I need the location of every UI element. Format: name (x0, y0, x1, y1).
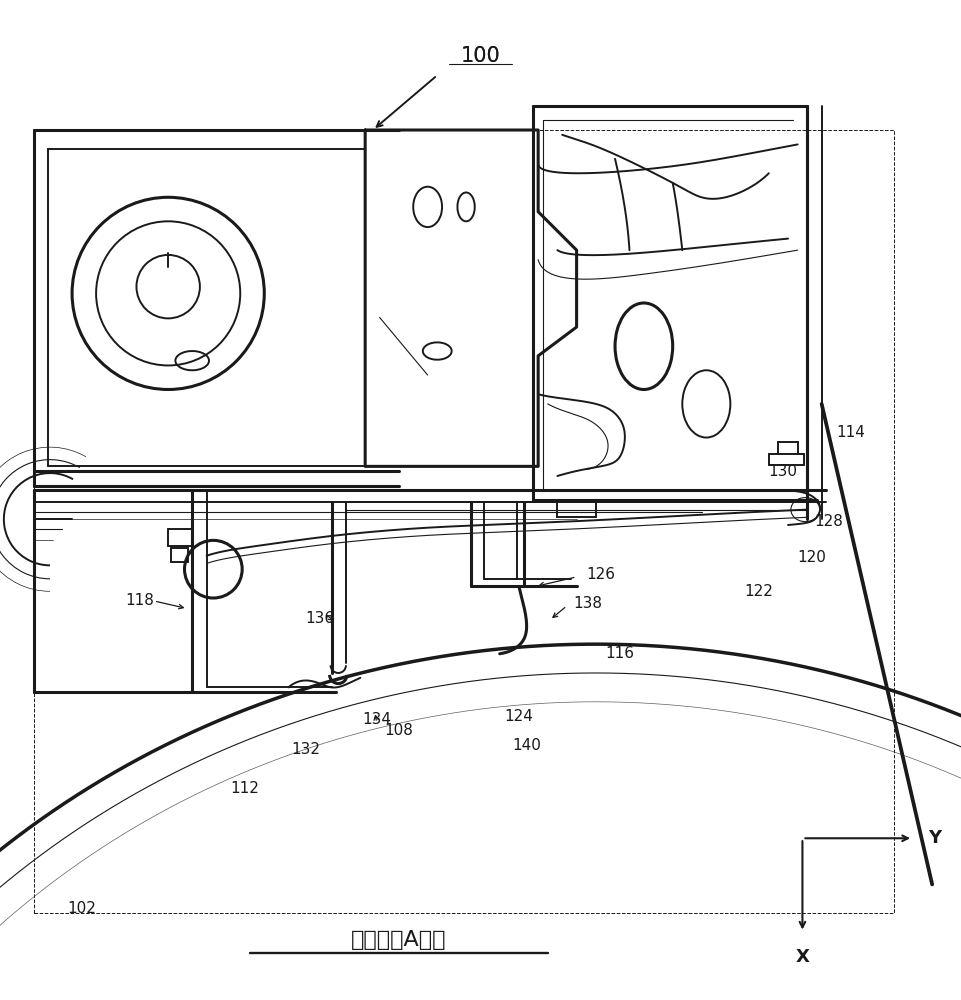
Text: 132: 132 (291, 742, 320, 757)
Text: 134: 134 (362, 712, 391, 727)
Text: 122: 122 (745, 584, 774, 599)
Text: 126: 126 (586, 567, 615, 582)
Text: 116: 116 (605, 646, 634, 661)
Text: 120: 120 (798, 550, 826, 565)
Text: 100: 100 (460, 46, 501, 66)
Text: 108: 108 (384, 723, 413, 738)
Text: 124: 124 (505, 709, 533, 724)
Text: 136: 136 (306, 611, 334, 626)
Text: Y: Y (928, 829, 942, 847)
Text: 138: 138 (574, 596, 603, 611)
Text: 112: 112 (231, 781, 259, 796)
Text: 102: 102 (67, 901, 96, 916)
Text: 沿着笭头A观察: 沿着笭头A观察 (351, 930, 447, 950)
Text: 140: 140 (512, 738, 541, 753)
Bar (34, 130, 894, 913)
Text: X: X (796, 948, 809, 966)
Text: 130: 130 (769, 464, 798, 479)
Text: 128: 128 (814, 514, 843, 529)
Text: 100: 100 (460, 46, 501, 66)
Text: 114: 114 (836, 425, 865, 440)
Text: 118: 118 (125, 593, 154, 608)
